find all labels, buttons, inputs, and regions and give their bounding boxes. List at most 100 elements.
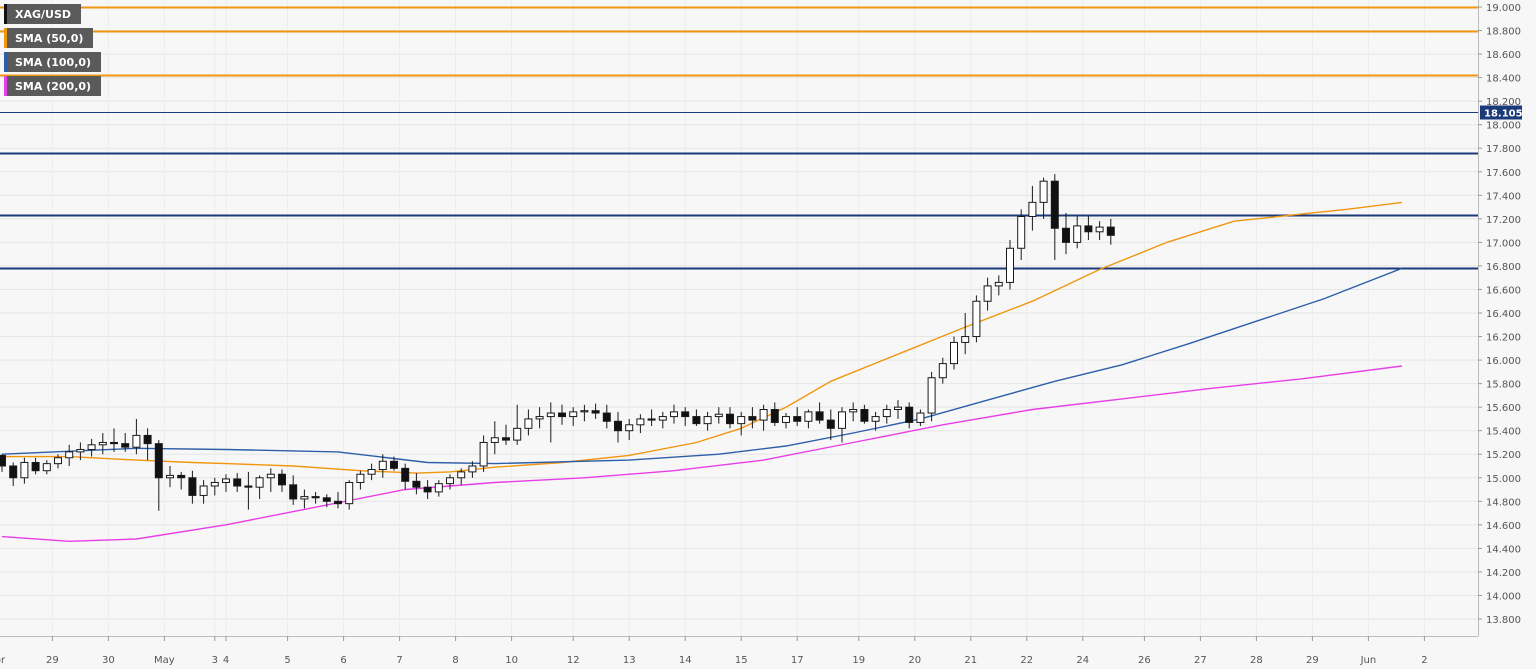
y-tick-label: 17.600 [1486, 168, 1521, 179]
candle-body-up [524, 418, 533, 429]
x-tick-label: 28 [1250, 655, 1263, 666]
candle [322, 494, 331, 508]
candle [266, 468, 275, 492]
candle [278, 469, 286, 492]
candles-layer [0, 174, 1115, 511]
candle-body-down [278, 473, 286, 486]
legend: XAG/USD SMA (50,0) SMA (100,0) SMA (200,… [4, 4, 102, 100]
candle [535, 407, 544, 429]
legend-swatch [4, 28, 7, 48]
x-tick-label: 7 [396, 655, 402, 666]
x-tick-label: 30 [102, 655, 115, 666]
candle [1050, 174, 1059, 261]
candle-body-down [614, 420, 622, 432]
y-tick-label: 15.400 [1486, 427, 1521, 438]
candle-body-down [602, 412, 611, 422]
price-tag-label: 18.105 [1484, 109, 1523, 120]
y-tick-label: 16.600 [1486, 285, 1521, 296]
candle-body-up [882, 409, 891, 418]
candle [199, 480, 208, 504]
y-tick-label: 14.600 [1486, 521, 1521, 532]
candle-body-down [31, 461, 40, 472]
legend-item-sma200[interactable]: SMA (200,0) [4, 76, 102, 96]
x-tick-label: 29 [46, 655, 59, 666]
candle-body-down [110, 441, 118, 445]
candle [434, 480, 443, 497]
x-tick-label: 21 [964, 655, 977, 666]
plot-background [0, 0, 1478, 636]
candle-body-down [322, 497, 331, 502]
candle [569, 407, 578, 426]
candle-body-up [378, 460, 387, 471]
candle [770, 402, 779, 426]
candle-body-up [636, 418, 645, 426]
sma-line [1, 365, 1403, 543]
candle-body-down [692, 416, 701, 425]
candle-body-up [76, 449, 85, 453]
candle-body-up [849, 409, 858, 413]
candle [782, 413, 790, 429]
candle [154, 440, 163, 511]
current-price-marker: 18.105 [1480, 105, 1523, 120]
candle [479, 435, 488, 472]
candle-body-down [905, 406, 914, 423]
candle [87, 438, 96, 457]
candle-body-up [255, 477, 264, 488]
candle [390, 456, 398, 471]
candle-body-up [894, 406, 902, 411]
legend-item-symbol[interactable]: XAG/USD [4, 4, 82, 24]
x-axis: Apr 29 30 May 34 5 6 7 8 10 12 13 14 15 17 19 20 21 22 24 26… [0, 636, 1478, 666]
candle [905, 402, 914, 429]
candle [703, 411, 712, 431]
candle-body-up [535, 416, 544, 420]
x-tick-label: 8 [452, 655, 458, 666]
candle [255, 475, 264, 499]
candle-body-down [143, 434, 152, 445]
candle [625, 418, 634, 441]
candle [143, 428, 152, 461]
candle-body-down [793, 416, 802, 422]
y-tick-label: 14.800 [1486, 497, 1521, 508]
legend-sma200-label: SMA (200,0) [15, 79, 92, 93]
x-tick-label: 12 [567, 655, 580, 666]
y-tick-label: 17.000 [1486, 238, 1521, 249]
y-tick-label: 18.000 [1486, 121, 1521, 132]
candle-body-down [244, 485, 253, 488]
candle-body-up [210, 481, 219, 487]
legend-item-sma50[interactable]: SMA (50,0) [4, 28, 94, 48]
candle [950, 336, 958, 370]
candle-body-down [188, 477, 197, 496]
candle [98, 433, 107, 455]
candle [110, 428, 118, 452]
x-tick-label: 17 [791, 655, 804, 666]
candle-body-up [1095, 226, 1104, 233]
candle-body-up [1017, 215, 1026, 249]
candle [670, 404, 678, 424]
candle [378, 454, 387, 478]
candle [311, 491, 320, 504]
candle-body-down [726, 413, 734, 425]
candle-body-up [983, 285, 992, 302]
candle-body-up [972, 300, 981, 338]
candle-body-up [42, 463, 51, 472]
x-tick-label: 20 [908, 655, 921, 666]
candle-body-down [1106, 226, 1115, 236]
candle-body-up [737, 416, 746, 425]
x-tick-label: 2 [1421, 655, 1427, 666]
candle [457, 468, 466, 485]
candle [490, 421, 499, 455]
candle-body-up [457, 471, 466, 479]
legend-item-sma100[interactable]: SMA (100,0) [4, 52, 102, 72]
candle-body-up [1073, 225, 1082, 243]
candle [300, 489, 309, 509]
y-tick-label: 16.400 [1486, 309, 1521, 320]
candle-body-up [580, 410, 589, 413]
candle [994, 275, 1003, 296]
candle-body-down [860, 409, 869, 422]
candle [412, 473, 421, 495]
y-tick-label: 14.400 [1486, 544, 1521, 555]
candle [614, 411, 622, 443]
candle [714, 407, 723, 424]
candle [244, 471, 253, 510]
y-tick-label: 14.200 [1486, 568, 1521, 579]
